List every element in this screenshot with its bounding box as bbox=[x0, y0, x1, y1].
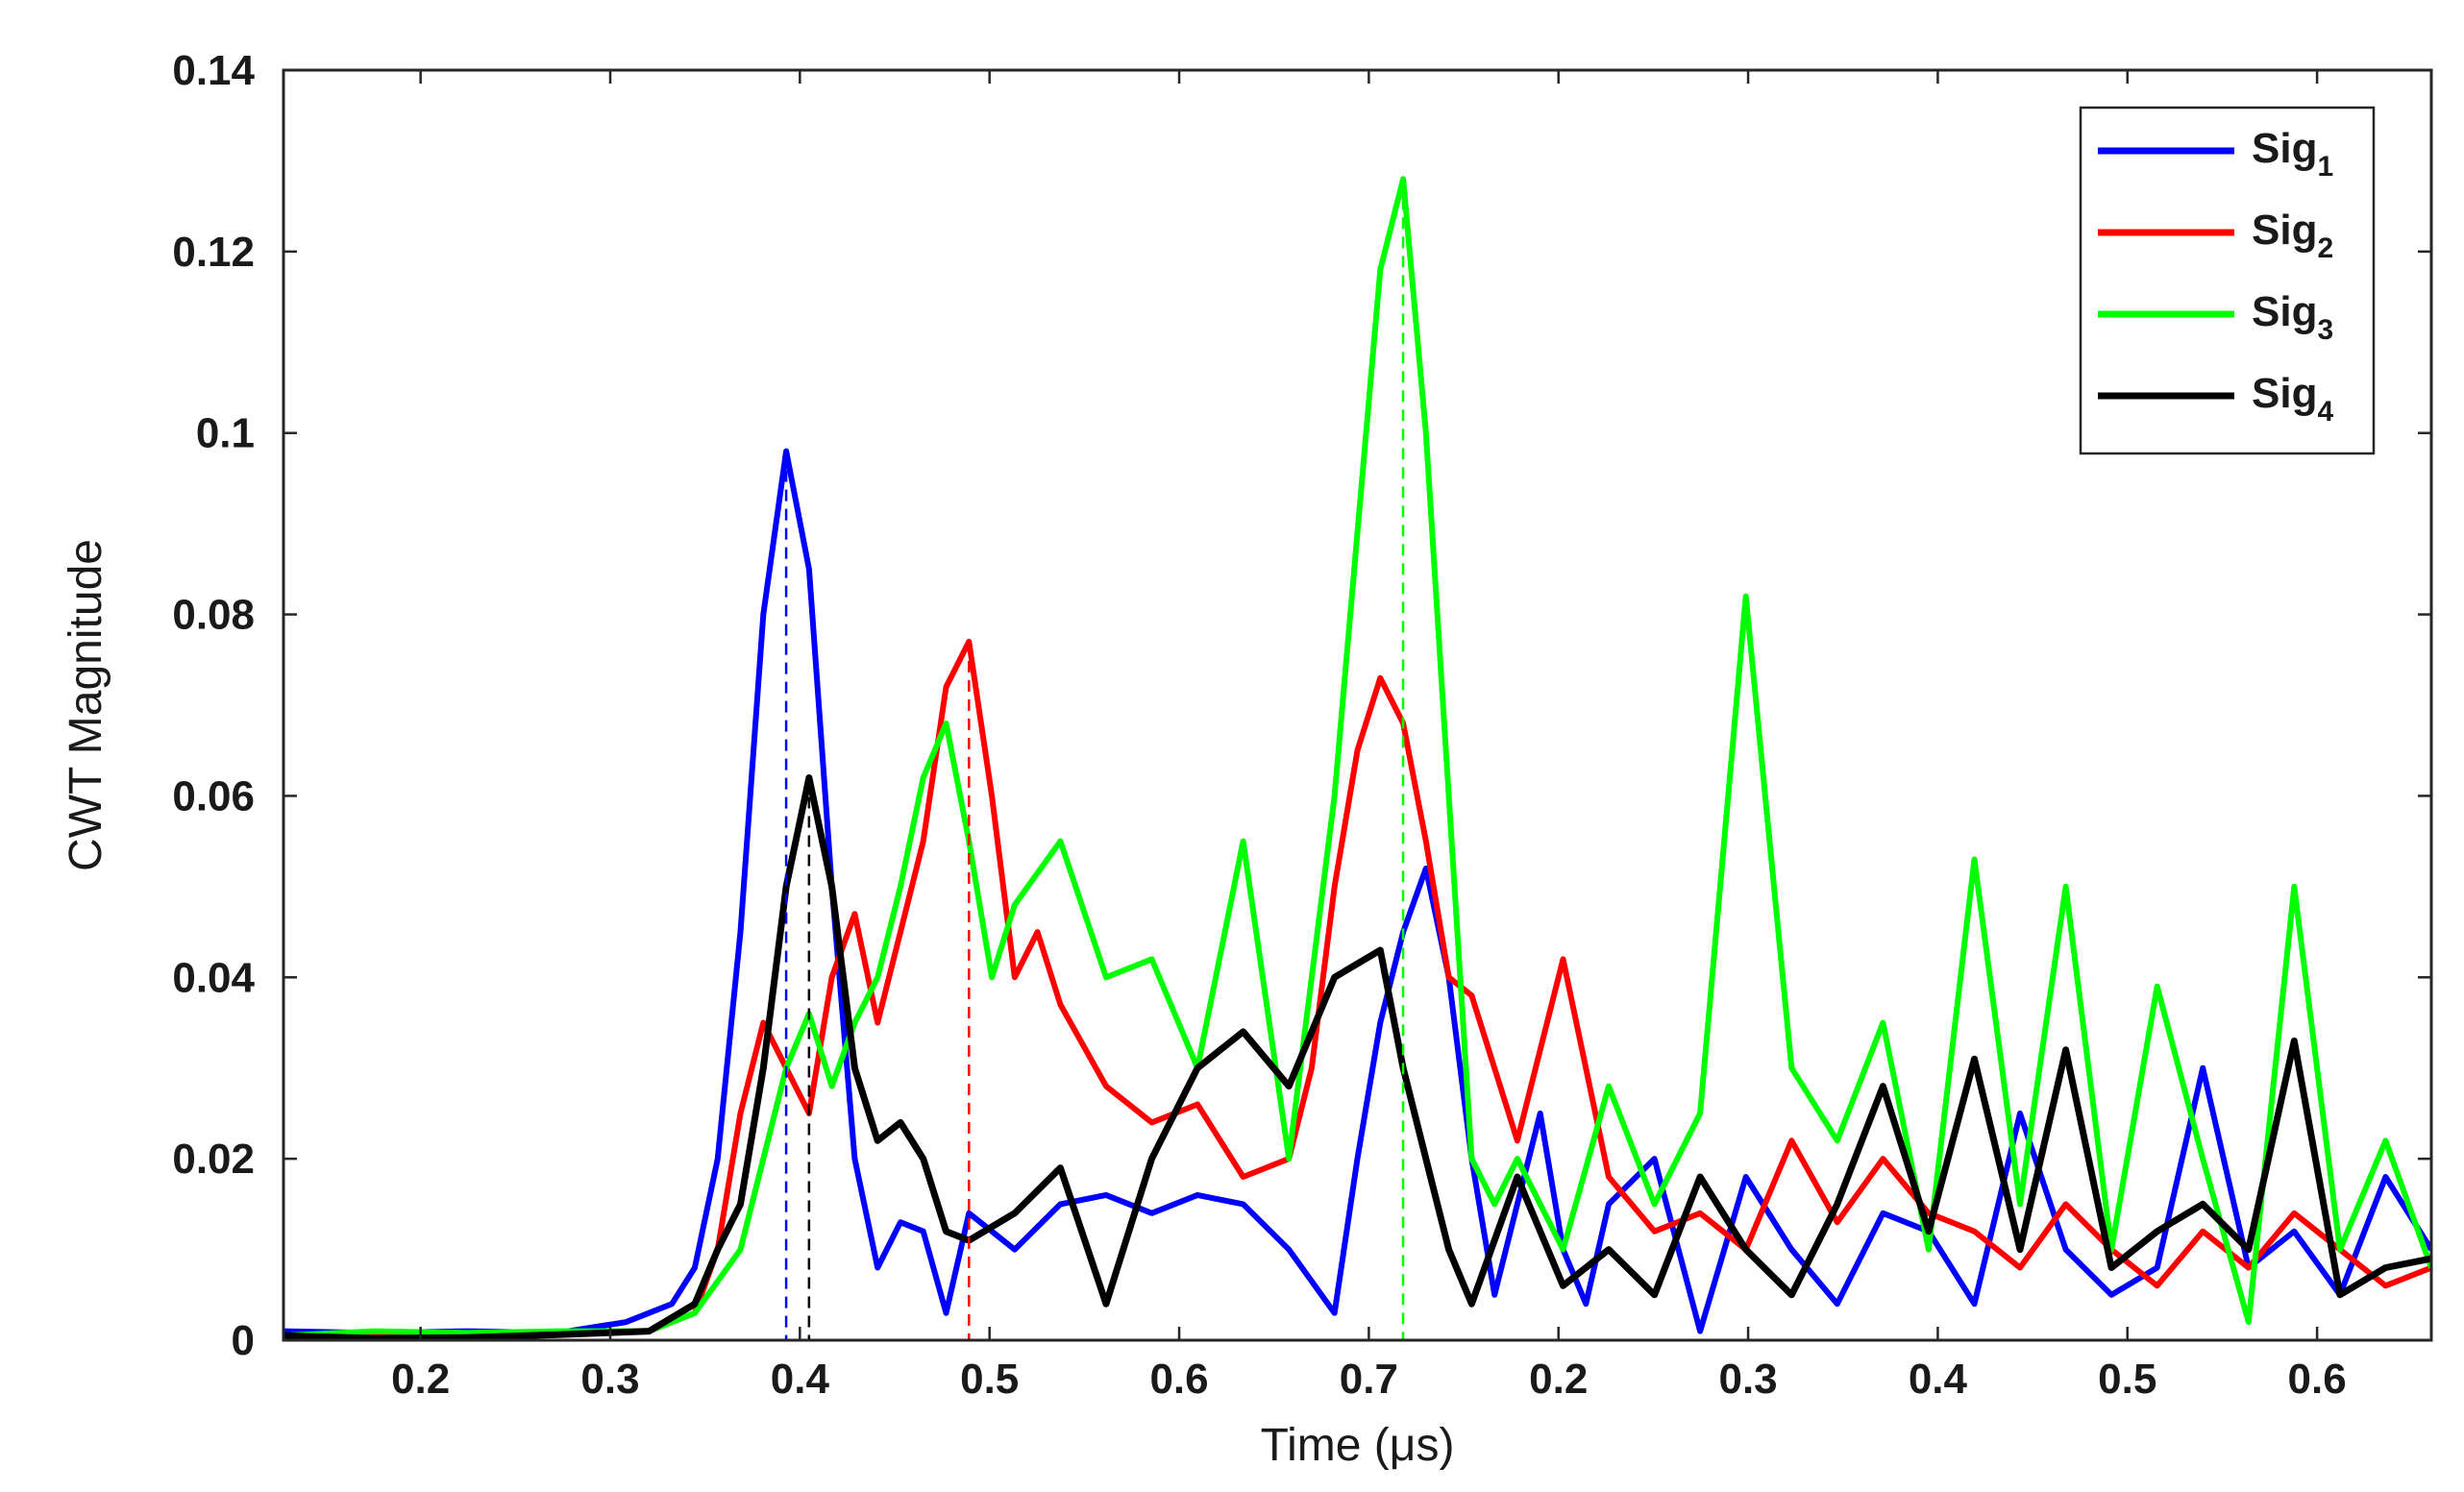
y-tick-label: 0.1 bbox=[196, 410, 255, 457]
legend: Sig1 Sig2 Sig3 Sig4 bbox=[2079, 106, 2376, 455]
x-tick-label: 0.3 bbox=[1718, 1356, 1777, 1403]
series-layer bbox=[283, 176, 2431, 1340]
x-tick-label: 0.6 bbox=[2288, 1356, 2347, 1403]
x-axis-label: Time (μs) bbox=[1261, 1420, 1455, 1471]
axes-box bbox=[282, 68, 2433, 1342]
x-tick-label: 0.2 bbox=[391, 1356, 450, 1403]
x-tick-label: 0.2 bbox=[1529, 1356, 1588, 1403]
y-axis-label: CWT Magnitude bbox=[61, 539, 111, 871]
x-tick-label: 0.4 bbox=[771, 1356, 830, 1403]
series-line-2 bbox=[283, 638, 2431, 1339]
legend-label-2: Sig2 bbox=[2252, 207, 2333, 264]
y-tick-label: 0.14 bbox=[172, 47, 255, 94]
y-tick-label: 0.08 bbox=[172, 592, 255, 639]
legend-label-1: Sig1 bbox=[2252, 125, 2333, 183]
ticks-layer: 0.2 0.3 0.4 0.5 0.6 0.7 0.2 0.3 0.4 0.5 0.6 0 0.02 0.… bbox=[172, 47, 2431, 1403]
y-tick-label: 0.02 bbox=[172, 1136, 255, 1183]
x-tick-label: 0.7 bbox=[1340, 1356, 1398, 1403]
x-tick-label: 0.5 bbox=[2098, 1356, 2156, 1403]
x-tick-label: 0.3 bbox=[580, 1356, 639, 1403]
y-tick-label: 0.04 bbox=[172, 954, 255, 1001]
y-tick-label: 0.12 bbox=[172, 229, 255, 276]
legend-label-3: Sig3 bbox=[2252, 288, 2333, 346]
y-tick-label: 0 bbox=[232, 1317, 255, 1364]
x-tick-label: 0.4 bbox=[1909, 1356, 1968, 1403]
series-line-3 bbox=[283, 176, 2431, 1339]
legend-label-4: Sig4 bbox=[2252, 370, 2333, 428]
series-line-4 bbox=[283, 774, 2431, 1340]
x-tick-label: 0.6 bbox=[1149, 1356, 1208, 1403]
x-tick-label: 0.5 bbox=[960, 1356, 1019, 1403]
y-tick-label: 0.06 bbox=[172, 772, 255, 819]
series-line-1 bbox=[283, 448, 2431, 1336]
